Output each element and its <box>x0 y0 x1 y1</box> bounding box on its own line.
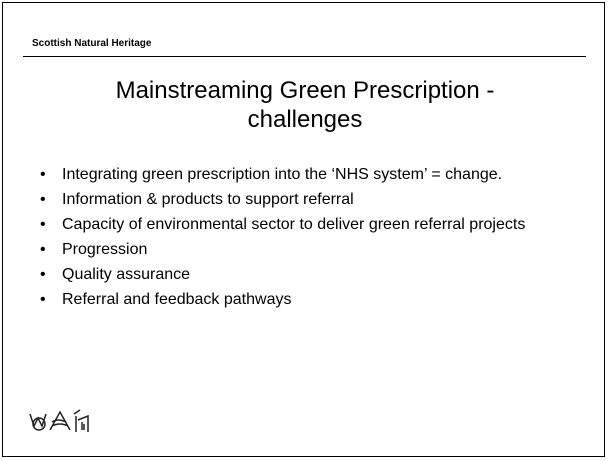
organization: Scottish Natural Heritage <box>32 38 152 49</box>
bullet-list: Integrating green prescription into the … <box>32 165 572 315</box>
bullet: Information & products to support referr… <box>32 190 572 210</box>
bullet: Referral and feedback pathways <box>32 290 572 310</box>
slide <box>2 2 605 457</box>
bullet: Quality assurance <box>32 265 572 285</box>
logo <box>29 409 89 432</box>
slide-title: Mainstreaming Green Prescription - chall… <box>115 77 495 133</box>
bullet: Progression <box>32 240 572 260</box>
bullet: Integrating green prescription into the … <box>32 165 572 185</box>
bullet: Capacity of environmental sector to deli… <box>32 215 572 235</box>
divider <box>23 56 586 57</box>
